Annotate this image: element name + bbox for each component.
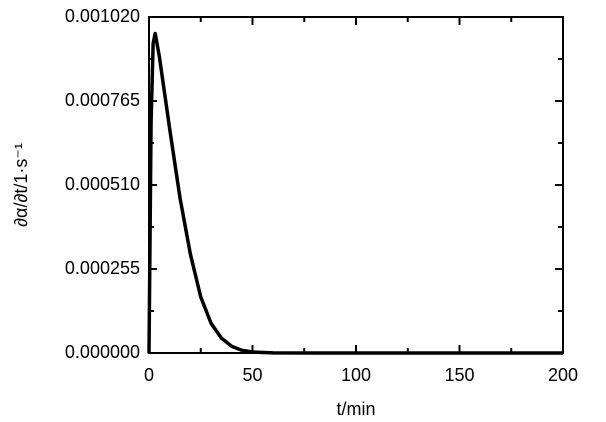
x-tick-label: 150 [444,365,474,385]
y-tick-label: 0.000765 [65,90,140,110]
x-axis-label: t/min [336,399,375,419]
x-tick-label: 200 [548,365,578,385]
x-tick-label: 0 [144,365,154,385]
x-tick-label: 100 [341,365,371,385]
y-tick-label: 0.000255 [65,258,140,278]
y-axis-label: ∂α/∂t/1·s⁻¹ [11,143,31,227]
plot-frame [148,16,564,354]
y-tick-label: 0.000000 [65,342,140,362]
y-tick-label: 0.001020 [65,6,140,26]
y-tick-label: 0.000510 [65,174,140,194]
data-line [147,31,563,355]
x-tick-label: 50 [242,365,262,385]
